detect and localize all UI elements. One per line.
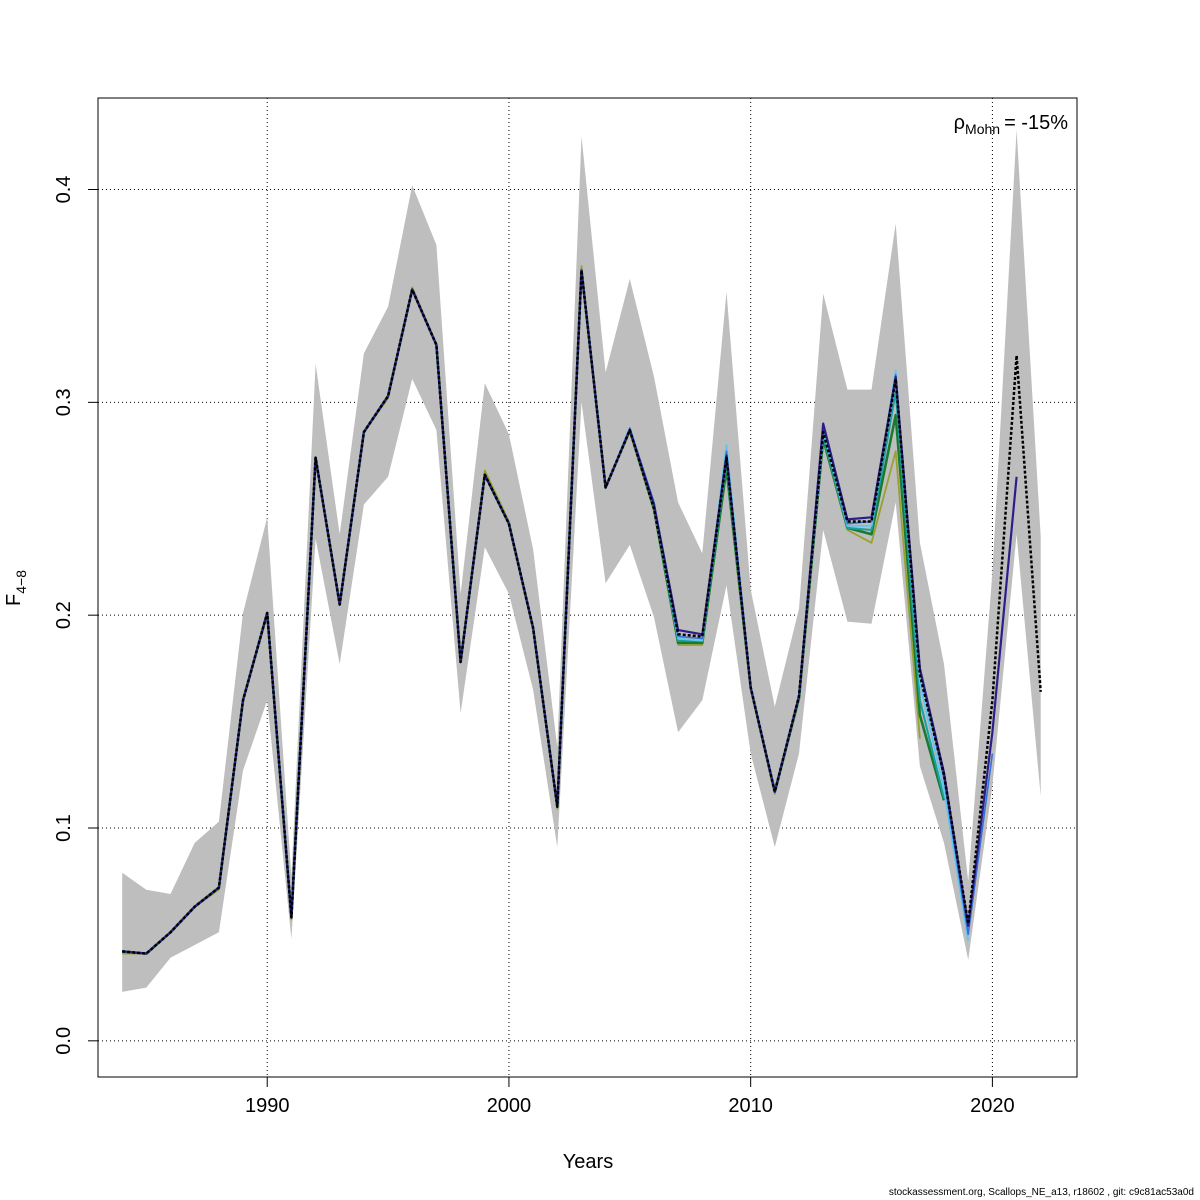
confidence-band bbox=[122, 129, 1041, 992]
series-line-0 bbox=[122, 269, 1042, 955]
x-tick-label-2020: 2020 bbox=[970, 1095, 1015, 1117]
confidence-band-layer bbox=[122, 129, 1041, 992]
mohn-rho-symbol: ρ bbox=[954, 112, 965, 134]
x-tick-label-2000: 2000 bbox=[487, 1095, 532, 1117]
mohn-rho-label: ρMohn = -15% bbox=[954, 112, 1069, 137]
x-axis-title: Years bbox=[563, 1151, 613, 1173]
y-tick-label-0.0: 0.0 bbox=[53, 1027, 75, 1055]
y-tick-label-0.2: 0.2 bbox=[53, 601, 75, 629]
x-tick-label-2010: 2010 bbox=[728, 1095, 773, 1117]
mohn-rho-subscript: Mohn bbox=[965, 121, 1000, 137]
series-lines-layer bbox=[122, 265, 1042, 955]
footer-credit: stockassessment.org, Scallops_NE_a13, r1… bbox=[888, 1187, 1194, 1198]
y-tick-label-0.4: 0.4 bbox=[53, 176, 75, 204]
mohn-rho-value: = -15% bbox=[1004, 112, 1068, 134]
plot-frame bbox=[97, 97, 1078, 1078]
y-tick-label-0.3: 0.3 bbox=[53, 388, 75, 416]
y-axis-title-subscript: 4−8 bbox=[13, 570, 29, 594]
y-tick-label-0.1: 0.1 bbox=[53, 814, 75, 842]
x-tick-label-1990: 1990 bbox=[245, 1095, 290, 1117]
y-axis-title: F4−8 bbox=[3, 570, 29, 606]
axes: 1990 2000 2010 2020 0.0 0.1 0.2 0.3 0.4 bbox=[53, 176, 1015, 1117]
y-axis-title-base: F bbox=[3, 594, 25, 606]
